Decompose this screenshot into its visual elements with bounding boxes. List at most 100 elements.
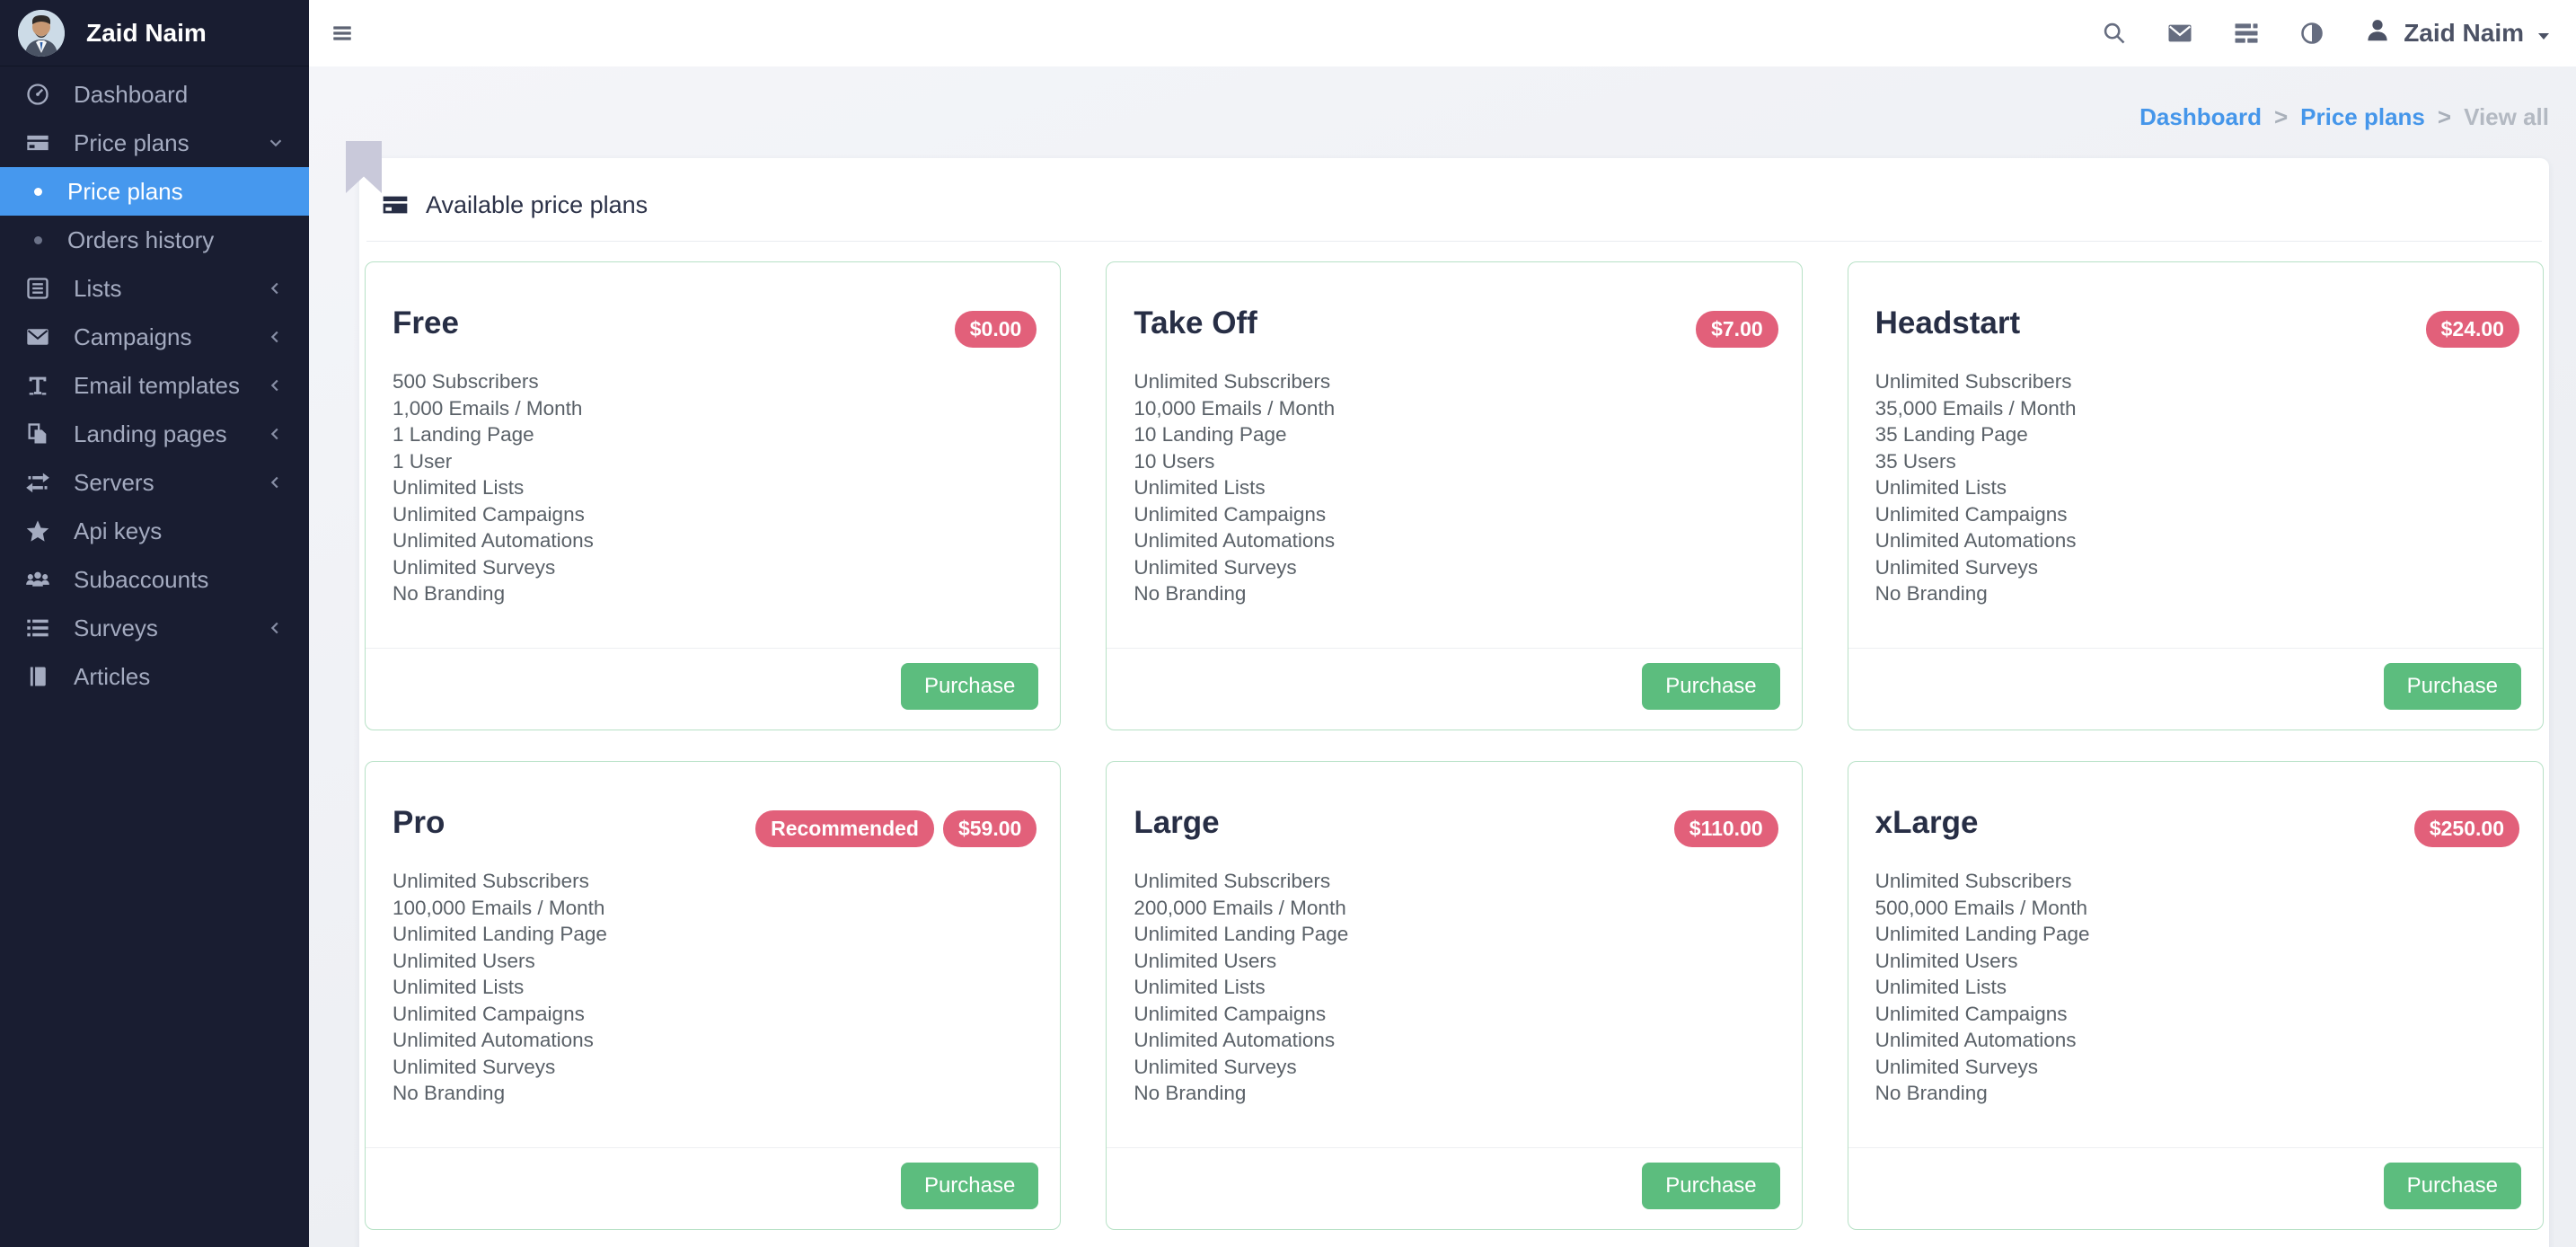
feature: Unlimited Campaigns — [1134, 1002, 1327, 1025]
feature: Unlimited Landing Page — [1875, 923, 2090, 945]
sidebar-subitem-price-plans[interactable]: Price plans — [0, 167, 309, 216]
plan-card-large: Large $110.00 Unlimited Subscribers 200,… — [1106, 761, 1803, 1230]
sidebar-item-email-templates[interactable]: Email templates — [0, 361, 309, 410]
purchase-button[interactable]: Purchase — [1642, 663, 1780, 710]
sidebar-item-lists[interactable]: Lists — [0, 264, 309, 313]
feature: 10 Landing Page — [1134, 423, 1287, 446]
feature: 500,000 Emails / Month — [1875, 896, 2088, 919]
surveys-icon — [23, 614, 52, 642]
feature: 200,000 Emails / Month — [1134, 896, 1346, 919]
feature: Unlimited Surveys — [1134, 1055, 1297, 1078]
content: Dashboard > Price plans > View all Avail… — [309, 66, 2576, 1247]
panel-title: Available price plans — [426, 190, 648, 218]
chevron-left-icon — [266, 618, 286, 638]
feature: 100,000 Emails / Month — [393, 896, 605, 919]
sidebar-item-servers[interactable]: Servers — [0, 458, 309, 507]
topbar-user-name: Zaid Naim — [2404, 19, 2524, 47]
purchase-button[interactable]: Purchase — [2383, 1163, 2521, 1209]
sidebar: Zaid Naim Dashboard Price plans — [0, 0, 309, 1247]
feature: Unlimited Automations — [393, 529, 594, 552]
feature: Unlimited Subscribers — [393, 870, 589, 892]
sidebar-item-price-plans[interactable]: Price plans — [0, 119, 309, 167]
feature: Unlimited Surveys — [1134, 555, 1297, 579]
mail-icon[interactable] — [2166, 20, 2193, 47]
plan-features: Unlimited Subscribers 35,000 Emails / Mo… — [1875, 368, 2516, 607]
avatar — [18, 9, 65, 57]
feature: No Branding — [1875, 582, 1988, 605]
purchase-button[interactable]: Purchase — [1642, 1163, 1780, 1209]
user-menu[interactable]: Zaid Naim — [2364, 17, 2551, 50]
search-icon[interactable] — [2102, 21, 2127, 46]
purchase-button[interactable]: Purchase — [2383, 663, 2521, 710]
price-plans-panel: Available price plans Free $0.00 500 Sub… — [359, 158, 2549, 1247]
recommended-badge: Recommended — [755, 810, 934, 847]
sidebar-user-name: Zaid Naim — [86, 18, 207, 47]
plan-card-headstart: Headstart $24.00 Unlimited Subscribers 3… — [1847, 261, 2544, 730]
panel-header: Available price plans — [365, 158, 2544, 241]
feature: Unlimited Lists — [393, 976, 525, 998]
landing-pages-icon — [23, 420, 52, 448]
sidebar-item-campaigns[interactable]: Campaigns — [0, 313, 309, 361]
feature: Unlimited Surveys — [393, 1055, 556, 1078]
sidebar-item-articles[interactable]: Articles — [0, 652, 309, 701]
breadcrumb-link-dashboard[interactable]: Dashboard — [2139, 102, 2262, 130]
feature: 35,000 Emails / Month — [1875, 396, 2077, 420]
sidebar-item-dashboard[interactable]: Dashboard — [0, 70, 309, 119]
feature: No Branding — [393, 582, 506, 605]
plan-footer: Purchase — [1848, 648, 2543, 730]
hamburger-icon[interactable] — [331, 22, 354, 45]
chevron-left-icon — [266, 376, 286, 395]
subaccounts-icon — [23, 565, 52, 594]
dashboard-icon — [23, 80, 52, 109]
sidebar-item-surveys[interactable]: Surveys — [0, 604, 309, 652]
feature: Unlimited Campaigns — [393, 1002, 585, 1025]
feature: Unlimited Subscribers — [1875, 870, 2072, 892]
contrast-icon[interactable] — [2299, 21, 2325, 46]
feature: 10,000 Emails / Month — [1134, 396, 1336, 420]
feature: Unlimited Automations — [1875, 529, 2077, 552]
purchase-button[interactable]: Purchase — [900, 1163, 1039, 1209]
feature: Unlimited Surveys — [1875, 1055, 2038, 1078]
bullet-icon — [34, 187, 42, 196]
feature: 500 Subscribers — [393, 370, 539, 393]
feature: Unlimited Lists — [1134, 476, 1266, 499]
feature: Unlimited Lists — [1875, 976, 2007, 998]
chevron-left-icon — [266, 473, 286, 492]
feature: Unlimited Automations — [1134, 529, 1336, 552]
sidebar-user-header[interactable]: Zaid Naim — [0, 0, 309, 66]
topbar: Zaid Naim — [309, 0, 2576, 66]
sidebar-item-api-keys[interactable]: Api keys — [0, 507, 309, 555]
chevron-left-icon — [266, 279, 286, 298]
plan-footer: Purchase — [366, 1147, 1061, 1229]
chevron-left-icon — [266, 424, 286, 444]
feature: 1,000 Emails / Month — [393, 396, 583, 420]
feature: Unlimited Campaigns — [1875, 1002, 2068, 1025]
purchase-button[interactable]: Purchase — [900, 663, 1039, 710]
feature: Unlimited Lists — [1134, 976, 1266, 998]
plan-card-xlarge: xLarge $250.00 Unlimited Subscribers 500… — [1847, 761, 2544, 1230]
price-badge: $59.00 — [942, 810, 1037, 847]
user-icon — [2364, 17, 2391, 50]
feature: Unlimited Campaigns — [393, 502, 585, 526]
plan-badges: $110.00 — [1673, 810, 1778, 847]
servers-stack-icon[interactable] — [2233, 20, 2260, 47]
feature: Unlimited Surveys — [1875, 555, 2038, 579]
sidebar-item-subaccounts[interactable]: Subaccounts — [0, 555, 309, 604]
sidebar-subitem-orders-history[interactable]: Orders history — [0, 216, 309, 264]
breadcrumb-link-price-plans[interactable]: Price plans — [2300, 102, 2425, 130]
price-badge: $110.00 — [1673, 810, 1778, 847]
plan-features: 500 Subscribers 1,000 Emails / Month 1 L… — [393, 368, 1033, 607]
plan-title: Pro — [393, 805, 446, 840]
feature: Unlimited Users — [393, 949, 535, 972]
price-badge: $250.00 — [2413, 810, 2519, 847]
plan-badges: $250.00 — [2413, 810, 2519, 847]
plan-badges: $24.00 — [2425, 311, 2519, 348]
plan-card-take-off: Take Off $7.00 Unlimited Subscribers 10,… — [1106, 261, 1803, 730]
sidebar-item-landing-pages[interactable]: Landing pages — [0, 410, 309, 458]
plan-footer: Purchase — [366, 648, 1061, 730]
chevron-left-icon — [266, 327, 286, 347]
plan-footer: Purchase — [1848, 1147, 2543, 1229]
credit-card-icon — [381, 190, 410, 219]
plan-features: Unlimited Subscribers 100,000 Emails / M… — [393, 868, 1033, 1107]
feature: Unlimited Automations — [1875, 1029, 2077, 1051]
